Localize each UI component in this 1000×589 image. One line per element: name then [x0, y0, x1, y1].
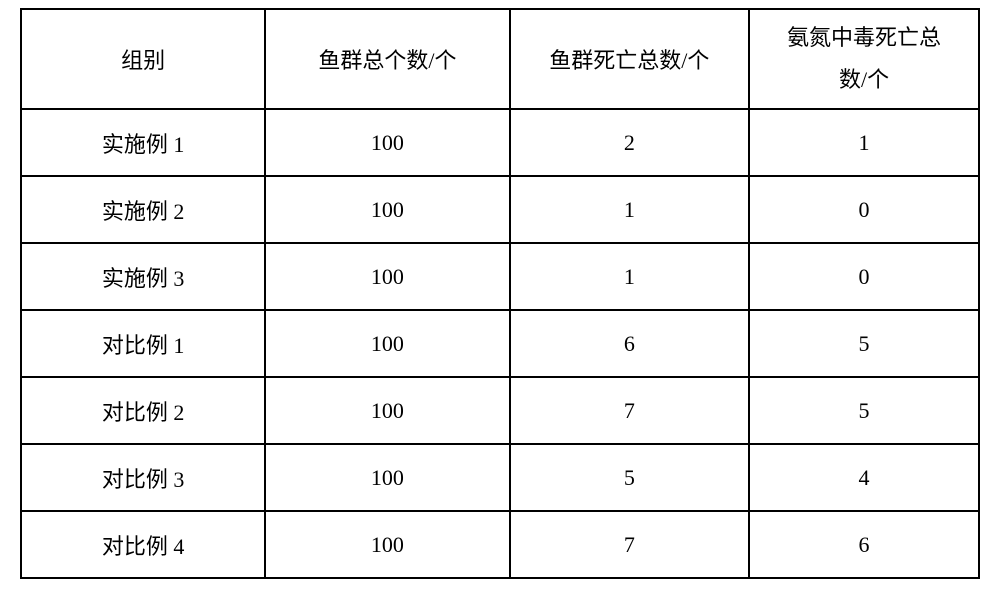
table-row: 实施例 2 100 1 0 — [21, 176, 979, 243]
cell-ammonia-deaths: 1 — [749, 109, 979, 176]
cell-total: 100 — [265, 310, 509, 377]
cell-ammonia-deaths: 0 — [749, 243, 979, 310]
cell-deaths: 1 — [510, 176, 750, 243]
cell-group: 实施例 2 — [21, 176, 265, 243]
cell-ammonia-deaths: 5 — [749, 310, 979, 377]
table-row: 对比例 3 100 5 4 — [21, 444, 979, 511]
table-row: 对比例 1 100 6 5 — [21, 310, 979, 377]
column-header-deaths: 鱼群死亡总数/个 — [510, 9, 750, 109]
cell-deaths: 7 — [510, 377, 750, 444]
cell-deaths: 1 — [510, 243, 750, 310]
cell-ammonia-deaths: 4 — [749, 444, 979, 511]
cell-group: 实施例 3 — [21, 243, 265, 310]
column-header-group: 组别 — [21, 9, 265, 109]
cell-total: 100 — [265, 109, 509, 176]
cell-deaths: 5 — [510, 444, 750, 511]
cell-deaths: 2 — [510, 109, 750, 176]
cell-ammonia-deaths: 0 — [749, 176, 979, 243]
table-row: 对比例 4 100 7 6 — [21, 511, 979, 578]
table-row: 对比例 2 100 7 5 — [21, 377, 979, 444]
table-header-row: 组别 鱼群总个数/个 鱼群死亡总数/个 氨氮中毒死亡总数/个 — [21, 9, 979, 109]
cell-deaths: 6 — [510, 310, 750, 377]
cell-group: 对比例 3 — [21, 444, 265, 511]
cell-group: 对比例 4 — [21, 511, 265, 578]
table-row: 实施例 1 100 2 1 — [21, 109, 979, 176]
cell-total: 100 — [265, 243, 509, 310]
cell-total: 100 — [265, 377, 509, 444]
table-row: 实施例 3 100 1 0 — [21, 243, 979, 310]
cell-total: 100 — [265, 444, 509, 511]
cell-group: 实施例 1 — [21, 109, 265, 176]
cell-group: 对比例 2 — [21, 377, 265, 444]
cell-group: 对比例 1 — [21, 310, 265, 377]
column-header-total: 鱼群总个数/个 — [265, 9, 509, 109]
cell-deaths: 7 — [510, 511, 750, 578]
cell-total: 100 — [265, 511, 509, 578]
cell-ammonia-deaths: 5 — [749, 377, 979, 444]
data-table: 组别 鱼群总个数/个 鱼群死亡总数/个 氨氮中毒死亡总数/个 实施例 1 100… — [20, 8, 980, 579]
column-header-ammonia-deaths: 氨氮中毒死亡总数/个 — [749, 9, 979, 109]
cell-total: 100 — [265, 176, 509, 243]
cell-ammonia-deaths: 6 — [749, 511, 979, 578]
